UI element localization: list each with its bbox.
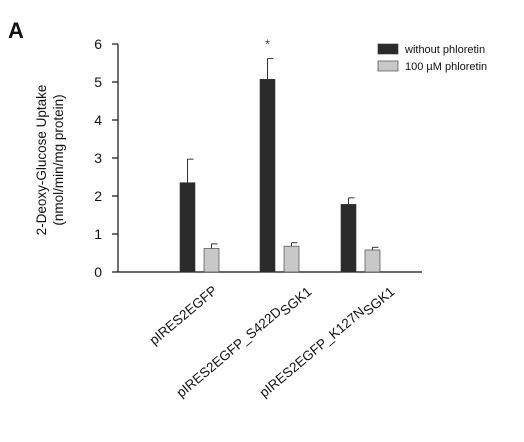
- x-tick-label: pIRES2EGFP: [146, 283, 219, 348]
- y-tick-label: 5: [94, 74, 102, 90]
- y-tick-label: 6: [94, 36, 102, 52]
- bar: [283, 245, 300, 273]
- legend-swatch: [377, 60, 399, 72]
- bar: [364, 249, 381, 273]
- significance-star: *: [265, 36, 270, 51]
- y-axis-label-line2: (nmol/min/mg protein): [51, 94, 66, 225]
- y-axis-label-line1: 2-Deoxy-Glucose Uptake: [34, 85, 49, 236]
- x-tick-label: pIRES2EGFP_K127NSGK1: [257, 281, 398, 404]
- legend-swatch: [377, 43, 399, 55]
- panel-label: A: [8, 18, 24, 43]
- y-tick-label: 4: [94, 112, 102, 128]
- x-tick-label-subscript: SGK1: [360, 284, 397, 319]
- bar: [203, 248, 220, 273]
- y-tick-label: 3: [94, 150, 102, 166]
- y-tick-label: 1: [94, 226, 102, 242]
- y-tick-label: 2: [94, 188, 102, 204]
- x-axis-labels: pIRES2EGFPpIRES2EGFP_S422DSGK1pIRES2EGFP…: [146, 281, 397, 404]
- legend-label: 100 µM phloretin: [405, 61, 487, 73]
- axes: 0 1 2 3 4 5 6: [94, 36, 422, 280]
- x-tick-label-subscript: SGK1: [277, 284, 314, 319]
- y-tick-label: 0: [94, 264, 102, 280]
- legend: without phloretin 100 µM phloretin: [377, 43, 487, 73]
- bar: [340, 204, 357, 273]
- bar: [179, 182, 196, 273]
- legend-label: without phloretin: [404, 44, 485, 56]
- bar: [259, 79, 276, 273]
- y-axis-label: 2-Deoxy-Glucose Uptake (nmol/min/mg prot…: [34, 85, 66, 236]
- bars: *: [179, 36, 381, 273]
